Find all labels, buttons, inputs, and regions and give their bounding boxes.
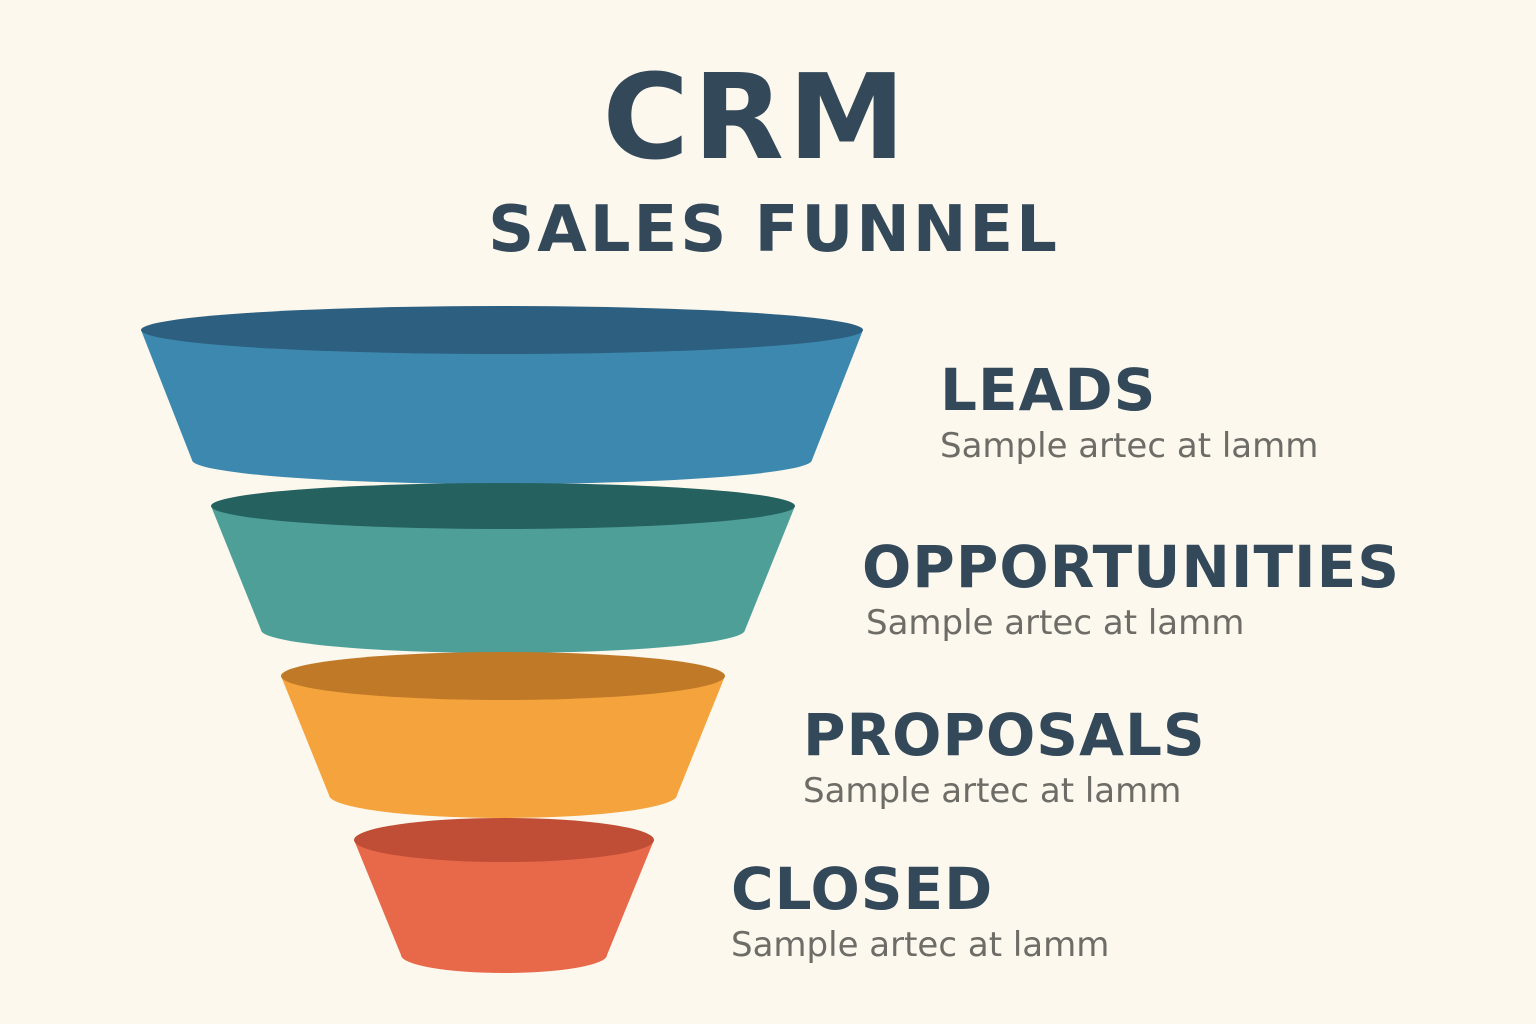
funnel-segment-closed: [354, 818, 654, 973]
stage-label-proposals: PROPOSALS Sample artec at lamm: [803, 703, 1206, 813]
stage-name: CLOSED: [731, 855, 994, 923]
stage-label-opportunities: OPPORTUNITIES Sample artec at lamm: [862, 535, 1400, 645]
stage-description: Sample artec at lamm: [803, 771, 1182, 811]
funnel-segment-body: [211, 506, 795, 653]
funnel-segment-top: [211, 483, 795, 529]
funnel-segment-proposals: [281, 652, 725, 818]
funnel-segment-body: [141, 330, 863, 484]
stage-label-leads: LEADS Sample artec at lamm: [940, 358, 1318, 468]
title: CRM: [602, 48, 910, 186]
funnel-segment-top: [281, 652, 725, 700]
funnel-segment-leads: [141, 306, 863, 484]
stage-name: OPPORTUNITIES: [862, 533, 1401, 601]
stage-name: LEADS: [940, 356, 1157, 424]
funnel-segment-opportunities: [211, 483, 795, 653]
stage-description: Sample artec at lamm: [731, 925, 1110, 965]
funnel-segment-top: [354, 818, 654, 862]
funnel-segment-top: [141, 306, 863, 354]
stage-description: Sample artec at lamm: [940, 426, 1319, 466]
funnel-segment-body: [354, 840, 654, 973]
stage-name: PROPOSALS: [803, 701, 1206, 769]
subtitle: SALES FUNNEL: [488, 193, 1060, 267]
funnel-segment-body: [281, 676, 725, 818]
stage-label-closed: CLOSED Sample artec at lamm: [731, 857, 1109, 967]
stage-description: Sample artec at lamm: [866, 603, 1245, 643]
